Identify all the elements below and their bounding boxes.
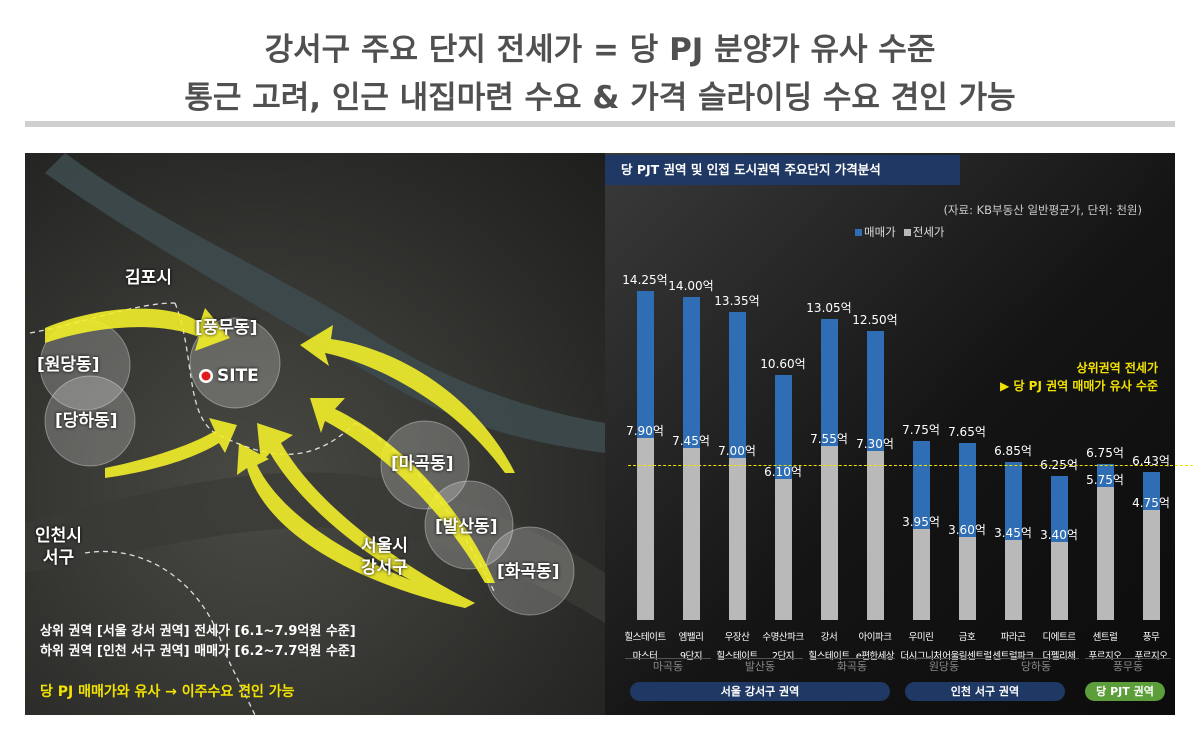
map-label: SITE bbox=[217, 366, 259, 386]
map-label: [당하동] bbox=[55, 411, 118, 431]
annotation: 상위권역 전세가 ▶ 당 PJ 권역 매매가 유사 수준 bbox=[1000, 359, 1158, 395]
map-label: [마곡동] bbox=[391, 454, 454, 474]
site-marker-dot bbox=[201, 371, 211, 381]
map-footer: 당 PJ 매매가와 유사 → 이주수요 견인 가능 bbox=[40, 684, 295, 700]
chart-panel bbox=[605, 153, 1175, 715]
map-label: [화곡동] bbox=[497, 562, 560, 582]
legend-label: 매매가 bbox=[864, 225, 896, 239]
legend-item: 전세가 bbox=[903, 224, 945, 240]
legend: 매매가 전세가 bbox=[855, 224, 945, 240]
map-panel: 김포시 [풍무동] SITE [원당동] [당하동] [마곡동] [발산동] [… bbox=[25, 153, 605, 715]
map-note: 하위 권역 [인천 서구 권역] 매매가 [6.2~7.7억원 수준] bbox=[40, 644, 356, 659]
map-graphics bbox=[25, 153, 605, 715]
map-note: 상위 권역 [서울 강서 권역] 전세가 [6.1~7.9억원 수준] bbox=[40, 624, 356, 639]
map-label: 김포시 bbox=[125, 268, 172, 288]
legend-item: 매매가 bbox=[855, 224, 896, 240]
map-label: 인천시 서구 bbox=[35, 526, 82, 568]
river bbox=[45, 153, 605, 453]
divider bbox=[25, 121, 1175, 127]
annotation-line: ▶ 당 PJ 권역 매매가 유사 수준 bbox=[1000, 379, 1158, 393]
title-line: 통근 고려, 인근 내집마련 수요 & 가격 슬라이딩 수요 견인 가능 bbox=[184, 80, 1016, 116]
land-band bbox=[25, 472, 605, 623]
map-label: 서울시 강서구 bbox=[361, 536, 408, 578]
legend-label: 전세가 bbox=[912, 225, 945, 239]
legend-swatch bbox=[855, 228, 862, 236]
map-label: [풍무동] bbox=[195, 318, 258, 338]
annotation-line: 상위권역 전세가 bbox=[1076, 361, 1158, 375]
legend-swatch bbox=[903, 228, 911, 236]
map-label: [발산동] bbox=[435, 517, 498, 537]
title-line: 강서구 주요 단지 전세가 = 당 PJ 분양가 유사 수준 bbox=[264, 32, 936, 68]
map-label: [원당동] bbox=[37, 355, 100, 375]
chart-source: (자료: KB부동산 일반평균가, 단위: 천원) bbox=[943, 203, 1142, 217]
chart-title: 당 PJT 권역 및 인접 도시권역 주요단지 가격분석 bbox=[605, 155, 960, 185]
arrows bbox=[45, 308, 515, 608]
